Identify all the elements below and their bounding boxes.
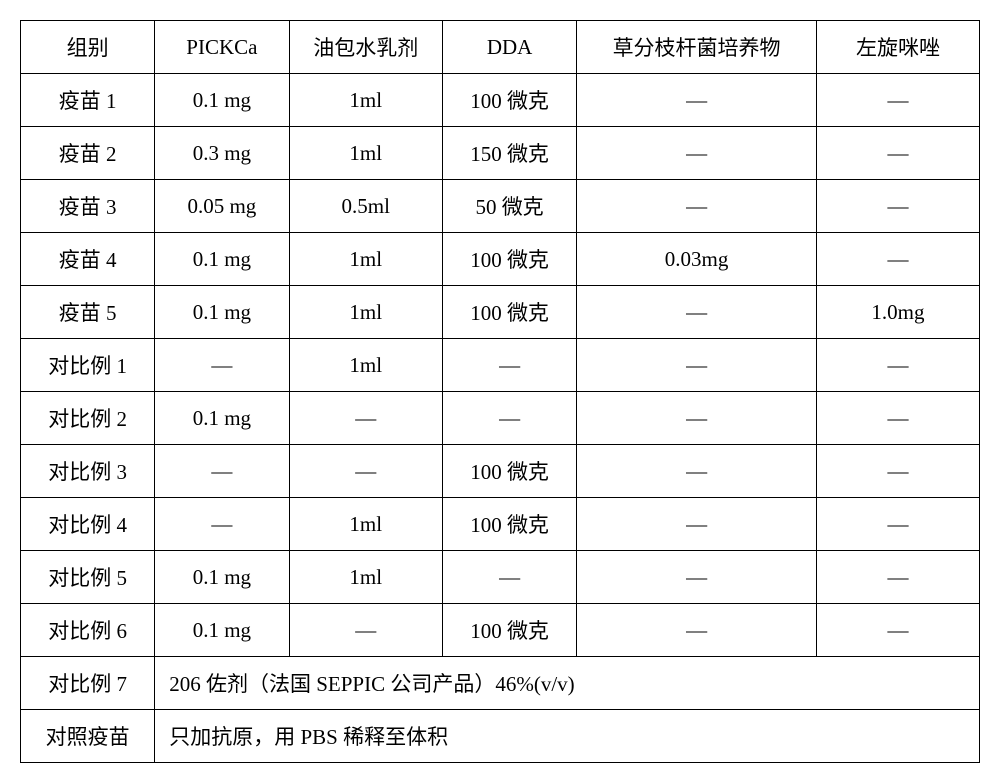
table-row: 疫苗 10.1 mg1ml100 微克——: [21, 74, 980, 127]
cell-lev: —: [816, 392, 979, 445]
cell-group: 对照疫苗: [21, 710, 155, 763]
cell-group: 对比例 2: [21, 392, 155, 445]
table-row: 对比例 50.1 mg1ml———: [21, 551, 980, 604]
cell-pickca: 0.1 mg: [155, 286, 289, 339]
table-row: 对比例 20.1 mg————: [21, 392, 980, 445]
cell-myco: 0.03mg: [577, 233, 817, 286]
table-row: 对比例 1—1ml———: [21, 339, 980, 392]
cell-dda: 100 微克: [442, 74, 576, 127]
cell-group: 对比例 6: [21, 604, 155, 657]
cell-dda: 150 微克: [442, 127, 576, 180]
cell-pickca: 0.1 mg: [155, 551, 289, 604]
cell-pickca: 0.1 mg: [155, 74, 289, 127]
header-dda: DDA: [442, 21, 576, 74]
cell-lev: —: [816, 445, 979, 498]
table-row: 对比例 3——100 微克——: [21, 445, 980, 498]
cell-lev: —: [816, 74, 979, 127]
header-pickca: PICKCa: [155, 21, 289, 74]
cell-group: 疫苗 3: [21, 180, 155, 233]
table-row-merged: 对比例 7206 佐剂（法国 SEPPIC 公司产品）46%(v/v): [21, 657, 980, 710]
cell-pickca: —: [155, 339, 289, 392]
cell-group: 对比例 7: [21, 657, 155, 710]
cell-myco: —: [577, 604, 817, 657]
cell-emulsion: 1ml: [289, 339, 442, 392]
table-row: 疫苗 50.1 mg1ml100 微克—1.0mg: [21, 286, 980, 339]
cell-emulsion: 1ml: [289, 233, 442, 286]
cell-lev: —: [816, 498, 979, 551]
cell-lev: —: [816, 339, 979, 392]
cell-dda: —: [442, 392, 576, 445]
cell-lev: —: [816, 180, 979, 233]
cell-group: 对比例 3: [21, 445, 155, 498]
cell-pickca: —: [155, 498, 289, 551]
cell-group: 疫苗 5: [21, 286, 155, 339]
cell-emulsion: 1ml: [289, 286, 442, 339]
cell-emulsion: —: [289, 392, 442, 445]
cell-group: 疫苗 4: [21, 233, 155, 286]
cell-pickca: 0.3 mg: [155, 127, 289, 180]
cell-group: 疫苗 2: [21, 127, 155, 180]
cell-dda: 100 微克: [442, 233, 576, 286]
cell-group: 对比例 1: [21, 339, 155, 392]
cell-pickca: 0.1 mg: [155, 392, 289, 445]
cell-myco: —: [577, 339, 817, 392]
cell-lev: —: [816, 127, 979, 180]
cell-emulsion: 1ml: [289, 74, 442, 127]
cell-group: 疫苗 1: [21, 74, 155, 127]
table-row: 疫苗 30.05 mg0.5ml50 微克——: [21, 180, 980, 233]
cell-lev: —: [816, 551, 979, 604]
table-row: 疫苗 20.3 mg1ml150 微克——: [21, 127, 980, 180]
table-row: 疫苗 40.1 mg1ml100 微克0.03mg—: [21, 233, 980, 286]
cell-dda: 50 微克: [442, 180, 576, 233]
cell-dda: 100 微克: [442, 445, 576, 498]
table-row-merged: 对照疫苗只加抗原，用 PBS 稀释至体积: [21, 710, 980, 763]
header-group: 组别: [21, 21, 155, 74]
cell-emulsion: 1ml: [289, 127, 442, 180]
table-row: 对比例 60.1 mg—100 微克——: [21, 604, 980, 657]
cell-pickca: —: [155, 445, 289, 498]
cell-lev: —: [816, 233, 979, 286]
cell-myco: —: [577, 445, 817, 498]
cell-myco: —: [577, 180, 817, 233]
cell-dda: 100 微克: [442, 604, 576, 657]
header-myco: 草分枝杆菌培养物: [577, 21, 817, 74]
cell-merged: 206 佐剂（法国 SEPPIC 公司产品）46%(v/v): [155, 657, 980, 710]
cell-dda: 100 微克: [442, 498, 576, 551]
cell-myco: —: [577, 551, 817, 604]
header-lev: 左旋咪唑: [816, 21, 979, 74]
cell-pickca: 0.1 mg: [155, 233, 289, 286]
cell-emulsion: —: [289, 445, 442, 498]
cell-dda: 100 微克: [442, 286, 576, 339]
table-header-row: 组别 PICKCa 油包水乳剂 DDA 草分枝杆菌培养物 左旋咪唑: [21, 21, 980, 74]
cell-dda: —: [442, 551, 576, 604]
data-table: 组别 PICKCa 油包水乳剂 DDA 草分枝杆菌培养物 左旋咪唑 疫苗 10.…: [20, 20, 980, 763]
cell-emulsion: 1ml: [289, 551, 442, 604]
cell-myco: —: [577, 74, 817, 127]
cell-group: 对比例 4: [21, 498, 155, 551]
cell-pickca: 0.05 mg: [155, 180, 289, 233]
cell-lev: 1.0mg: [816, 286, 979, 339]
cell-emulsion: —: [289, 604, 442, 657]
cell-merged: 只加抗原，用 PBS 稀释至体积: [155, 710, 980, 763]
cell-pickca: 0.1 mg: [155, 604, 289, 657]
header-emulsion: 油包水乳剂: [289, 21, 442, 74]
cell-emulsion: 0.5ml: [289, 180, 442, 233]
cell-lev: —: [816, 604, 979, 657]
cell-myco: —: [577, 392, 817, 445]
table-row: 对比例 4—1ml100 微克——: [21, 498, 980, 551]
cell-myco: —: [577, 286, 817, 339]
cell-emulsion: 1ml: [289, 498, 442, 551]
table-container: 组别 PICKCa 油包水乳剂 DDA 草分枝杆菌培养物 左旋咪唑 疫苗 10.…: [20, 20, 980, 763]
cell-group: 对比例 5: [21, 551, 155, 604]
cell-myco: —: [577, 498, 817, 551]
cell-dda: —: [442, 339, 576, 392]
cell-myco: —: [577, 127, 817, 180]
